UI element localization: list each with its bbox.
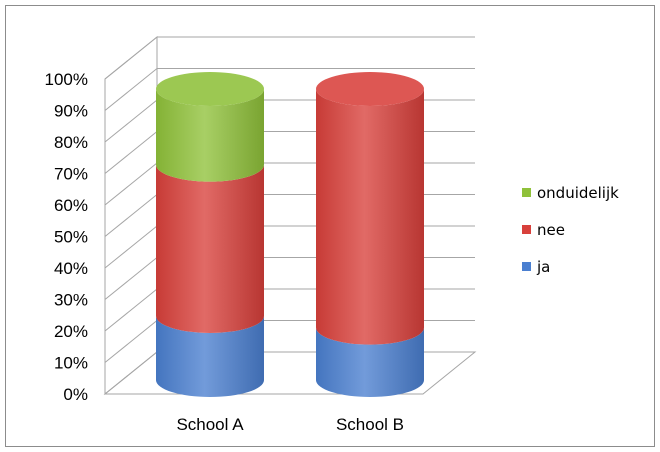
gridline-side xyxy=(104,99,158,143)
legend-label-nee: nee xyxy=(537,221,565,239)
cylinder-school-a xyxy=(156,72,264,397)
gridline-side xyxy=(104,288,158,332)
x-category-label: School B xyxy=(336,415,404,434)
bar-segment-nee xyxy=(156,164,264,333)
legend: onduidelijk nee ja xyxy=(522,184,619,276)
y-tick-label: 40% xyxy=(54,259,88,278)
y-tick-label: 80% xyxy=(54,133,88,152)
y-tick-label: 100% xyxy=(45,70,88,89)
y-tick-label: 10% xyxy=(54,354,88,373)
x-axis-categories: School A School B xyxy=(176,415,404,434)
gridline-side xyxy=(104,162,158,206)
x-category-label: School A xyxy=(176,415,244,434)
cylinder-bars xyxy=(156,72,424,397)
bar-top-nee xyxy=(316,72,424,106)
gridline-side xyxy=(104,257,158,300)
gridline-side xyxy=(104,131,158,174)
legend-label-onduidelijk: onduidelijk xyxy=(537,184,619,202)
legend-label-ja: ja xyxy=(536,258,550,276)
gridline-side xyxy=(104,194,158,237)
cylinder-school-b xyxy=(316,72,424,397)
gridline-side xyxy=(104,36,158,80)
y-tick-label: 30% xyxy=(54,291,88,310)
y-tick-label: 90% xyxy=(54,102,88,121)
bar-segment-onduidelijk xyxy=(156,89,264,182)
gridline-side xyxy=(104,68,158,111)
bar-segment-nee xyxy=(316,89,424,345)
y-tick-label: 60% xyxy=(54,196,88,215)
y-tick-label: 70% xyxy=(54,165,88,184)
y-tick-label: 50% xyxy=(54,228,88,247)
legend-swatch-ja xyxy=(522,262,531,271)
bar-top-onduidelijk xyxy=(156,72,264,106)
bar-segment-ja xyxy=(316,327,424,397)
legend-swatch-nee xyxy=(522,225,531,234)
gridline-side xyxy=(104,351,158,395)
gridline-side xyxy=(104,320,158,363)
bar-segment-ja xyxy=(156,315,264,397)
y-axis-ticks: 0% 10% 20% 30% 40% 50% 60% 70% 80% 90% 100% xyxy=(45,70,88,404)
y-tick-label: 20% xyxy=(54,322,88,341)
legend-swatch-onduidelijk xyxy=(522,188,531,197)
gridline-side xyxy=(104,225,158,269)
y-tick-label: 0% xyxy=(63,385,88,404)
